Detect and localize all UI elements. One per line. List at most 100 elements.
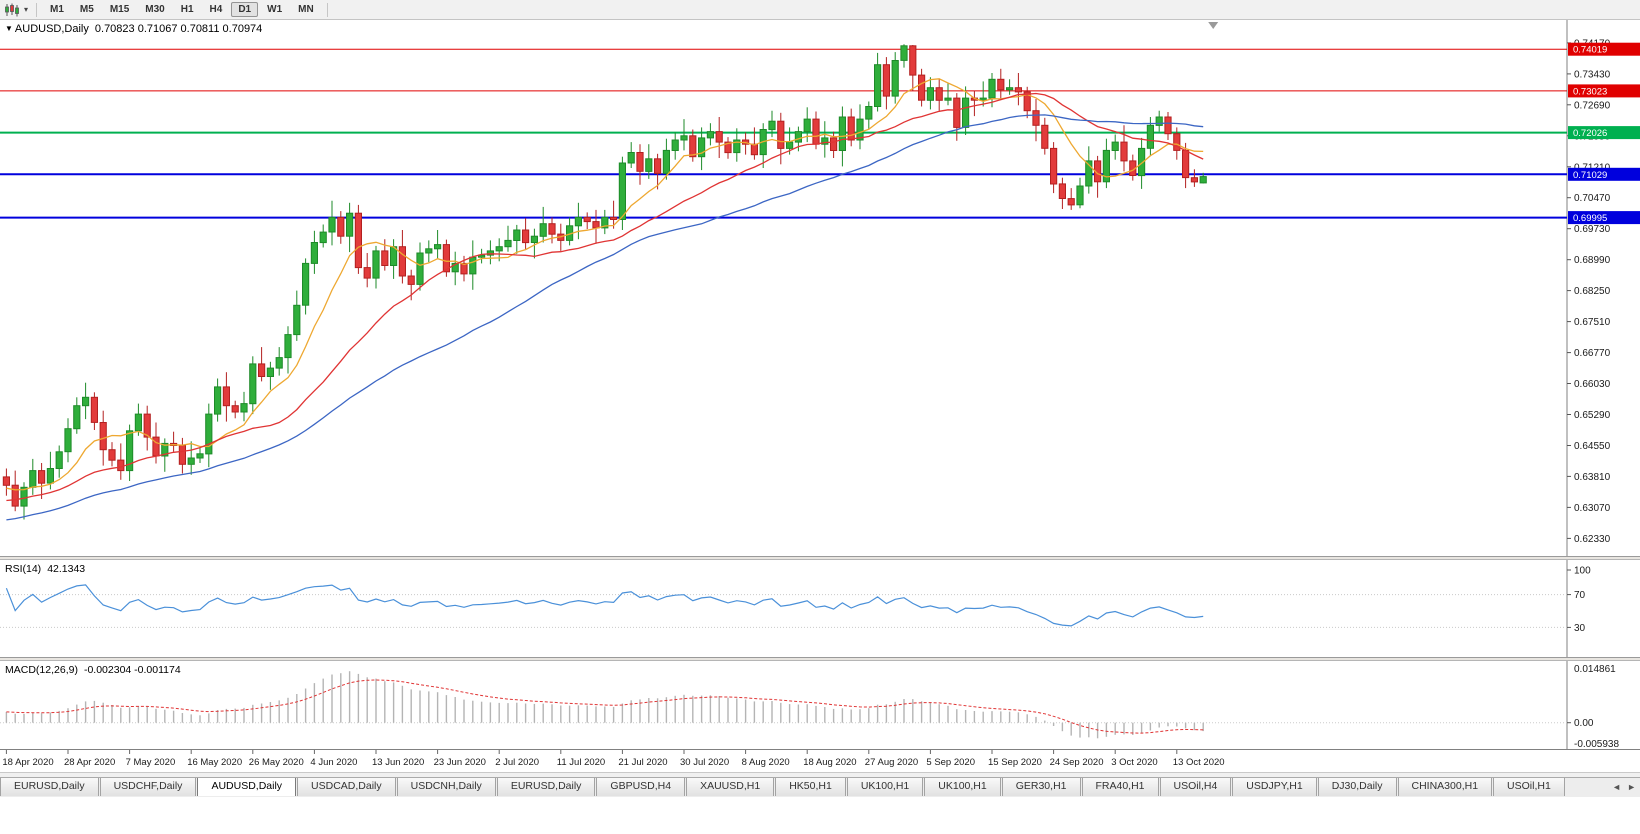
toolbar-separator xyxy=(36,2,38,17)
price-chart-panel[interactable]: ▼ AUDUSD,Daily 0.70823 0.71067 0.70811 0.7… xyxy=(0,20,1640,556)
rsi-label: RSI(14) xyxy=(5,563,42,575)
svg-text:5 Sep 2020: 5 Sep 2020 xyxy=(926,757,975,768)
chart-tab-uk100-h1[interactable]: UK100,H1 xyxy=(846,778,924,796)
svg-text:30: 30 xyxy=(1574,623,1586,634)
svg-text:0.69995: 0.69995 xyxy=(1573,213,1607,224)
tab-scroll-right-button[interactable]: ► xyxy=(1627,782,1636,792)
svg-text:0.70470: 0.70470 xyxy=(1574,193,1611,204)
svg-text:-0.005938: -0.005938 xyxy=(1574,739,1619,749)
chart-toolbar: ▾ M1 M5 M15 M30 H1 H4 D1 W1 MN xyxy=(0,0,1640,20)
chart-tabbar: EURUSD,Daily USDCHF,Daily AUDUSD,Daily USDC… xyxy=(0,777,1640,797)
statusbar-gap xyxy=(0,772,1640,777)
svg-text:11 Jul 2020: 11 Jul 2020 xyxy=(557,757,605,768)
svg-text:0.65290: 0.65290 xyxy=(1574,410,1611,421)
chart-tab-usdcnh-daily[interactable]: USDCNH,Daily xyxy=(396,778,496,796)
chart-tab-gbpusd-h4[interactable]: GBPUSD,H4 xyxy=(596,778,686,796)
bottom-filler xyxy=(0,797,1640,834)
rsi-panel[interactable]: RSI(14) 42.1343 100 70 30 xyxy=(0,560,1640,657)
timeframe-button-m30[interactable]: M30 xyxy=(145,4,165,15)
chart-tabs: EURUSD,Daily USDCHF,Daily AUDUSD,Daily USDC… xyxy=(0,778,1566,797)
svg-text:16 May 2020: 16 May 2020 xyxy=(187,757,242,768)
chart-tab-eurusd-daily[interactable]: EURUSD,Daily xyxy=(0,778,99,796)
svg-text:2 Jul 2020: 2 Jul 2020 xyxy=(495,757,539,768)
svg-text:28 Apr 2020: 28 Apr 2020 xyxy=(64,757,115,768)
timeframe-button-d1[interactable]: D1 xyxy=(231,2,259,17)
svg-text:8 Aug 2020: 8 Aug 2020 xyxy=(742,757,790,768)
svg-text:0.68990: 0.68990 xyxy=(1574,255,1611,266)
svg-text:100: 100 xyxy=(1574,566,1591,577)
price-chart-canvas[interactable]: 0.741700.734300.726900.719500.712100.704… xyxy=(0,20,1640,556)
chart-tab-eurusd-daily[interactable]: EURUSD,Daily xyxy=(496,778,596,796)
svg-text:18 Apr 2020: 18 Apr 2020 xyxy=(2,757,53,768)
panel-splitter-rsi[interactable] xyxy=(0,556,1640,560)
svg-text:0.64550: 0.64550 xyxy=(1574,441,1611,452)
svg-text:70: 70 xyxy=(1574,590,1586,601)
chart-tab-audusd-daily[interactable]: AUDUSD,Daily xyxy=(197,778,297,796)
chart-tab-china300-h1[interactable]: CHINA300,H1 xyxy=(1397,778,1493,796)
timeframe-button-mn[interactable]: MN xyxy=(298,4,314,15)
timeframe-button-h1[interactable]: H1 xyxy=(180,4,194,15)
chart-tab-usdchf-daily[interactable]: USDCHF,Daily xyxy=(99,778,197,796)
svg-text:0.73023: 0.73023 xyxy=(1573,86,1607,97)
svg-text:0.00: 0.00 xyxy=(1574,718,1594,729)
svg-text:21 Jul 2020: 21 Jul 2020 xyxy=(618,757,667,768)
macd-header: MACD(12,26,9) -0.002304 -0.001174 xyxy=(5,664,181,676)
collapse-arrow-icon[interactable]: ▼ xyxy=(5,24,13,33)
chart-tab-usoil-h4[interactable]: USOil,H4 xyxy=(1159,778,1232,796)
svg-text:13 Oct 2020: 13 Oct 2020 xyxy=(1173,757,1225,768)
svg-text:23 Jun 2020: 23 Jun 2020 xyxy=(434,757,486,768)
time-axis-canvas: 18 Apr 2020 28 Apr 2020 7 May 2020 16 May 2… xyxy=(2,750,1225,768)
chart-tab-fra40-h1[interactable]: FRA40,H1 xyxy=(1081,778,1159,796)
timeframe-button-w1[interactable]: W1 xyxy=(267,4,283,15)
chart-tab-usdcad-daily[interactable]: USDCAD,Daily xyxy=(297,778,396,796)
chart-tab-usoil-h1[interactable]: USOil,H1 xyxy=(1493,778,1565,796)
svg-text:0.72690: 0.72690 xyxy=(1574,100,1611,111)
svg-text:3 Oct 2020: 3 Oct 2020 xyxy=(1111,757,1157,768)
svg-text:0.63810: 0.63810 xyxy=(1574,472,1611,483)
svg-text:0.67510: 0.67510 xyxy=(1574,317,1611,328)
svg-text:0.66030: 0.66030 xyxy=(1574,379,1611,390)
tab-scroll-controls: ◄ ► xyxy=(1608,778,1640,797)
timeframe-button-m15[interactable]: M15 xyxy=(109,4,130,15)
svg-text:0.66770: 0.66770 xyxy=(1574,348,1611,359)
svg-text:4 Jun 2020: 4 Jun 2020 xyxy=(310,757,357,768)
svg-text:0.014861: 0.014861 xyxy=(1574,664,1616,675)
rsi-value: 42.1343 xyxy=(47,563,86,575)
dropdown-caret-icon[interactable]: ▾ xyxy=(24,5,29,14)
svg-text:0.69730: 0.69730 xyxy=(1574,224,1611,235)
rsi-header: RSI(14) 42.1343 xyxy=(5,563,85,575)
svg-text:0.63070: 0.63070 xyxy=(1574,503,1611,514)
macd-values: -0.002304 -0.001174 xyxy=(83,664,181,676)
chart-ohlc-values: 0.70823 0.71067 0.70811 0.70974 xyxy=(94,23,263,35)
svg-text:0.74019: 0.74019 xyxy=(1573,45,1607,56)
timeframe-button-h4[interactable]: H4 xyxy=(209,4,223,15)
macd-label: MACD(12,26,9) xyxy=(5,664,78,676)
svg-text:7 May 2020: 7 May 2020 xyxy=(126,757,176,768)
toolbar-separator-2 xyxy=(326,2,328,17)
chart-tab-usdjpy-h1[interactable]: USDJPY,H1 xyxy=(1232,778,1317,796)
chart-tab-ger30-h1[interactable]: GER30,H1 xyxy=(1001,778,1081,796)
svg-text:26 May 2020: 26 May 2020 xyxy=(249,757,304,768)
svg-text:0.72026: 0.72026 xyxy=(1573,128,1607,139)
chart-tab-hk50-h1[interactable]: HK50,H1 xyxy=(775,778,846,796)
rsi-canvas[interactable]: 100 70 30 xyxy=(0,560,1640,657)
panel-splitter-macd[interactable] xyxy=(0,657,1640,661)
svg-text:0.73430: 0.73430 xyxy=(1574,69,1611,80)
svg-text:24 Sep 2020: 24 Sep 2020 xyxy=(1050,757,1104,768)
chart-type-icon[interactable] xyxy=(4,3,20,17)
svg-text:18 Aug 2020: 18 Aug 2020 xyxy=(803,757,856,768)
svg-text:0.62330: 0.62330 xyxy=(1574,534,1611,545)
chart-tab-uk100-h1[interactable]: UK100,H1 xyxy=(924,778,1001,796)
chart-symbol-period: AUDUSD,Daily xyxy=(14,23,89,35)
timeframe-button-m1[interactable]: M1 xyxy=(50,4,64,15)
tab-scroll-left-button[interactable]: ◄ xyxy=(1612,782,1622,792)
time-axis[interactable]: 18 Apr 2020 28 Apr 2020 7 May 2020 16 May 2… xyxy=(0,749,1640,772)
timeframe-button-m5[interactable]: M5 xyxy=(79,4,94,15)
svg-text:0.71029: 0.71029 xyxy=(1573,170,1607,181)
macd-canvas[interactable]: 0.014861 0.00 -0.005938 xyxy=(0,661,1640,749)
chart-tab-dj30-daily[interactable]: DJ30,Daily xyxy=(1317,778,1397,796)
svg-text:30 Jul 2020: 30 Jul 2020 xyxy=(680,757,729,768)
macd-panel[interactable]: MACD(12,26,9) -0.002304 -0.001174 0.01486… xyxy=(0,661,1640,749)
chart-tab-xauusd-h1[interactable]: XAUUSD,H1 xyxy=(686,778,775,796)
